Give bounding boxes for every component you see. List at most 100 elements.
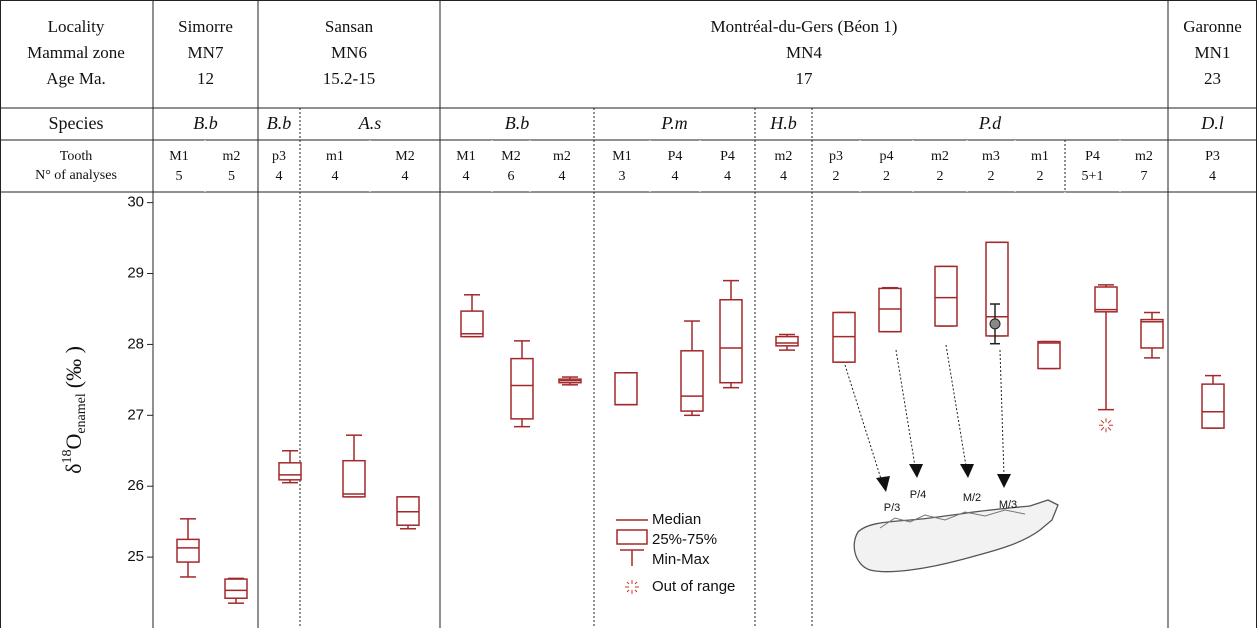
header-text: 4 <box>463 169 470 184</box>
header-text: 6 <box>508 169 515 184</box>
box <box>224 578 248 599</box>
box <box>1037 340 1061 370</box>
header-text: m2 <box>223 149 241 164</box>
arrowhead <box>909 464 923 478</box>
box <box>460 310 484 338</box>
y-axis-label-part: 18 <box>60 450 75 464</box>
box <box>342 459 366 498</box>
header-text: 4 <box>559 169 566 184</box>
header-text: P3 <box>1205 149 1220 164</box>
arrow <box>895 349 916 467</box>
arrow <box>844 364 883 483</box>
header-text: Tooth <box>60 149 92 164</box>
arrowhead <box>997 474 1011 488</box>
mean-point <box>989 318 1001 330</box>
header-text: m2 <box>1135 149 1153 164</box>
box <box>1201 383 1225 429</box>
header-text: m2 <box>553 149 571 164</box>
star-ray <box>626 589 630 593</box>
header-text: M2 <box>501 149 520 164</box>
star-ray <box>1100 426 1105 431</box>
legend-box <box>616 529 648 545</box>
header-text: 2 <box>1037 169 1044 184</box>
header-text: Species <box>49 113 104 133</box>
header-text: MN4 <box>786 43 822 62</box>
header-text: Age Ma. <box>46 69 105 88</box>
header-text: B.b <box>193 113 218 133</box>
header-text: 5 <box>176 169 183 184</box>
box <box>1140 318 1164 349</box>
header-text: 2 <box>833 169 840 184</box>
header-text: B.b <box>505 113 530 133</box>
header-text: 4 <box>332 169 339 184</box>
y-tick-label: 27 <box>127 406 144 423</box>
header-text: Locality <box>48 17 105 36</box>
arrow <box>999 349 1005 477</box>
header-text: B.b <box>267 113 292 133</box>
header-text: 4 <box>780 169 787 184</box>
header-text: Sansan <box>325 17 374 36</box>
header-text: m1 <box>1031 149 1049 164</box>
box <box>278 462 302 481</box>
y-axis-label: δ18Oenamel (‰ ) <box>60 346 89 474</box>
y-tick-label: 26 <box>127 477 144 494</box>
y-tick-label: 28 <box>127 335 144 352</box>
header-text: p4 <box>880 149 894 164</box>
y-axis-label-part: O <box>61 434 86 450</box>
header-text: P4 <box>668 149 683 164</box>
header-text: MN6 <box>331 43 367 62</box>
y-tick-label: 29 <box>127 264 144 281</box>
header-text: M1 <box>612 149 631 164</box>
header-text: m2 <box>931 149 949 164</box>
box <box>719 299 743 384</box>
header-text: 4 <box>402 169 409 184</box>
legend: Median 25%-75% Min-Max Out of range <box>616 511 735 595</box>
jaw-label: M/3 <box>999 499 1017 511</box>
box <box>775 335 799 347</box>
header-text: 4 <box>724 169 731 184</box>
box <box>985 241 1009 337</box>
header-text: 4 <box>276 169 283 184</box>
box <box>878 287 902 333</box>
header-text: M1 <box>456 149 475 164</box>
legend-star <box>625 580 639 594</box>
header-text: Garonne <box>1183 17 1242 36</box>
star-ray <box>1100 419 1105 424</box>
header-text: H.b <box>769 113 797 133</box>
header-text: 2 <box>937 169 944 184</box>
header-text: p3 <box>272 149 286 164</box>
header-text: 5+1 <box>1082 169 1104 184</box>
arrows <box>844 344 1005 483</box>
header-text: 5 <box>228 169 235 184</box>
header-text: m3 <box>982 149 1000 164</box>
arrowhead <box>876 476 890 492</box>
box <box>176 538 200 563</box>
box <box>1094 286 1118 313</box>
header-text: P4 <box>1085 149 1100 164</box>
outlier <box>1099 418 1113 433</box>
star-ray <box>626 581 630 585</box>
arrow <box>945 344 967 467</box>
header-text: A.s <box>358 113 382 133</box>
y-axis-label-part: enamel <box>74 393 89 434</box>
arrowheads <box>876 464 1011 492</box>
header-text: 2 <box>883 169 890 184</box>
header-text: Montréal-du-Gers (Béon 1) <box>711 17 898 36</box>
header-text: 23 <box>1204 69 1221 88</box>
box <box>680 350 704 412</box>
header-text: p3 <box>829 149 843 164</box>
box <box>510 357 534 420</box>
header-text: 12 <box>197 69 214 88</box>
header-text: MN1 <box>1195 43 1231 62</box>
jaw-label: M/2 <box>963 492 981 504</box>
header-text: P4 <box>720 149 735 164</box>
header-text: m2 <box>775 149 793 164</box>
header-text: D.l <box>1200 113 1224 133</box>
legend-label: Min-Max <box>652 551 710 568</box>
jaw-label: P/4 <box>910 489 927 501</box>
star-ray <box>1107 419 1112 424</box>
header-text: 2 <box>988 169 995 184</box>
